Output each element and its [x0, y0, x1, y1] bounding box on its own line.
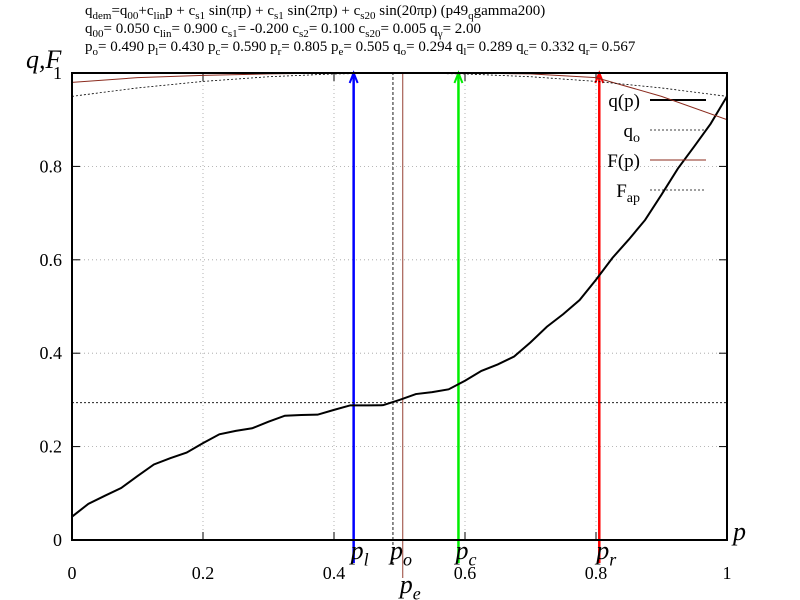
marker-label: pr — [594, 536, 617, 569]
subscript: s1 — [228, 28, 238, 40]
text-segment: = 0.005 q — [380, 21, 438, 37]
text-segment: p — [388, 536, 403, 565]
subscript: s20 — [365, 28, 381, 40]
y-tick-label: 0.8 — [40, 156, 63, 176]
title-line: q00= 0.050 clin= 0.900 cs1= -0.200 cs2= … — [85, 21, 481, 40]
subscript: r — [609, 549, 617, 569]
text-segment: q — [624, 121, 634, 142]
x-tick-label: 0.2 — [192, 563, 215, 583]
text-segment: = 0.805 p — [281, 39, 338, 55]
subscript: o — [633, 131, 640, 146]
subscript: 00 — [127, 10, 139, 22]
subscript: s1 — [195, 10, 205, 22]
x-tick-label: 1 — [723, 563, 732, 583]
text-segment: F — [616, 181, 627, 202]
text-segment: = 0.505 q — [343, 39, 401, 55]
x-tick-label: 0.8 — [585, 563, 608, 583]
legend-label: qo — [624, 121, 641, 146]
text-segment: p + c — [165, 3, 195, 19]
text-segment: = 0.590 p — [220, 39, 277, 55]
text-segment: p — [398, 570, 413, 599]
subscript: lin — [160, 28, 172, 40]
text-segment: = 0.294 q — [406, 39, 464, 55]
title-line: po= 0.490 pl= 0.430 pc= 0.590 pr= 0.805 … — [85, 39, 636, 58]
subscript: c — [468, 549, 476, 569]
text-segment: q — [85, 3, 93, 19]
subscript: dem — [93, 10, 112, 22]
x-tick-label: 0 — [68, 563, 77, 583]
text-segment: sin(2πp) + c — [284, 3, 361, 19]
y-tick-label: 0 — [53, 530, 62, 550]
subscript: o — [403, 549, 412, 569]
legend-label: q(p) — [608, 91, 640, 112]
y-tick-label: 1 — [53, 63, 62, 83]
x-tick-label: 0.6 — [454, 563, 477, 583]
series-line — [72, 95, 727, 518]
text-segment: = 0.050 c — [104, 21, 161, 37]
text-segment: = -0.200 c — [238, 21, 300, 37]
y-tick-label: 0.4 — [40, 343, 63, 363]
plot-frame — [71, 72, 728, 541]
marker-label: pe — [398, 570, 421, 600]
text-segment: = 0.289 q — [466, 39, 524, 55]
x-tick-label: 0.4 — [323, 563, 346, 583]
text-segment: = 0.900 c — [172, 21, 229, 37]
y-axis-label: q,F — [26, 45, 63, 74]
legend-label: Fap — [616, 181, 640, 206]
subscript: s2 — [299, 28, 309, 40]
text-segment: = 0.430 p — [158, 39, 215, 55]
subscript: r — [278, 46, 282, 58]
text-segment: = 0.567 — [589, 39, 635, 55]
title-line: qdem=q00+clinp + cs1 sin(πp) + cs1 sin(2… — [85, 3, 545, 22]
text-segment: p — [453, 536, 468, 565]
subscript: l — [463, 46, 466, 58]
text-segment: sin(πp) + c — [205, 3, 274, 19]
text-segment: = 0.332 q — [529, 39, 587, 55]
y-tick-label: 0.2 — [40, 437, 63, 457]
x-axis-label: p — [731, 517, 746, 546]
text-segment: q — [85, 21, 93, 37]
subscript: o — [401, 46, 407, 58]
text-segment: =q — [111, 3, 127, 19]
marker-label: pl — [349, 536, 369, 569]
legend-label: F(p) — [607, 151, 640, 172]
y-tick-label: 0.6 — [40, 250, 63, 270]
subscript: 00 — [93, 28, 105, 40]
subscript: lin — [154, 10, 166, 22]
text-segment: +c — [138, 3, 153, 19]
subscript: o — [93, 46, 99, 58]
text-segment: = 0.100 c — [309, 21, 366, 37]
subscript: l — [364, 549, 369, 569]
subscript: ap — [627, 191, 640, 206]
subscript: s20 — [360, 10, 376, 22]
marker-label: pc — [453, 536, 476, 569]
text-segment: gamma200) — [474, 3, 546, 19]
subscript: l — [155, 46, 158, 58]
subscript: c — [524, 46, 529, 58]
subscript: e — [339, 46, 344, 58]
marker-label: po — [388, 536, 412, 569]
subscript: q — [468, 10, 474, 22]
subscript: e — [413, 583, 421, 600]
text-segment: sin(20πp) (p49 — [376, 3, 469, 19]
subscript: γ — [437, 28, 443, 40]
text-segment: p — [594, 536, 609, 565]
subscript: r — [586, 46, 590, 58]
text-segment: p — [85, 39, 93, 55]
text-segment: = 0.490 p — [98, 39, 155, 55]
series-line — [72, 73, 727, 97]
text-segment: = 2.00 — [443, 21, 481, 37]
subscript: c — [216, 46, 221, 58]
text-segment: p — [349, 536, 364, 565]
series-line — [72, 73, 727, 121]
subscript: s1 — [274, 10, 284, 22]
